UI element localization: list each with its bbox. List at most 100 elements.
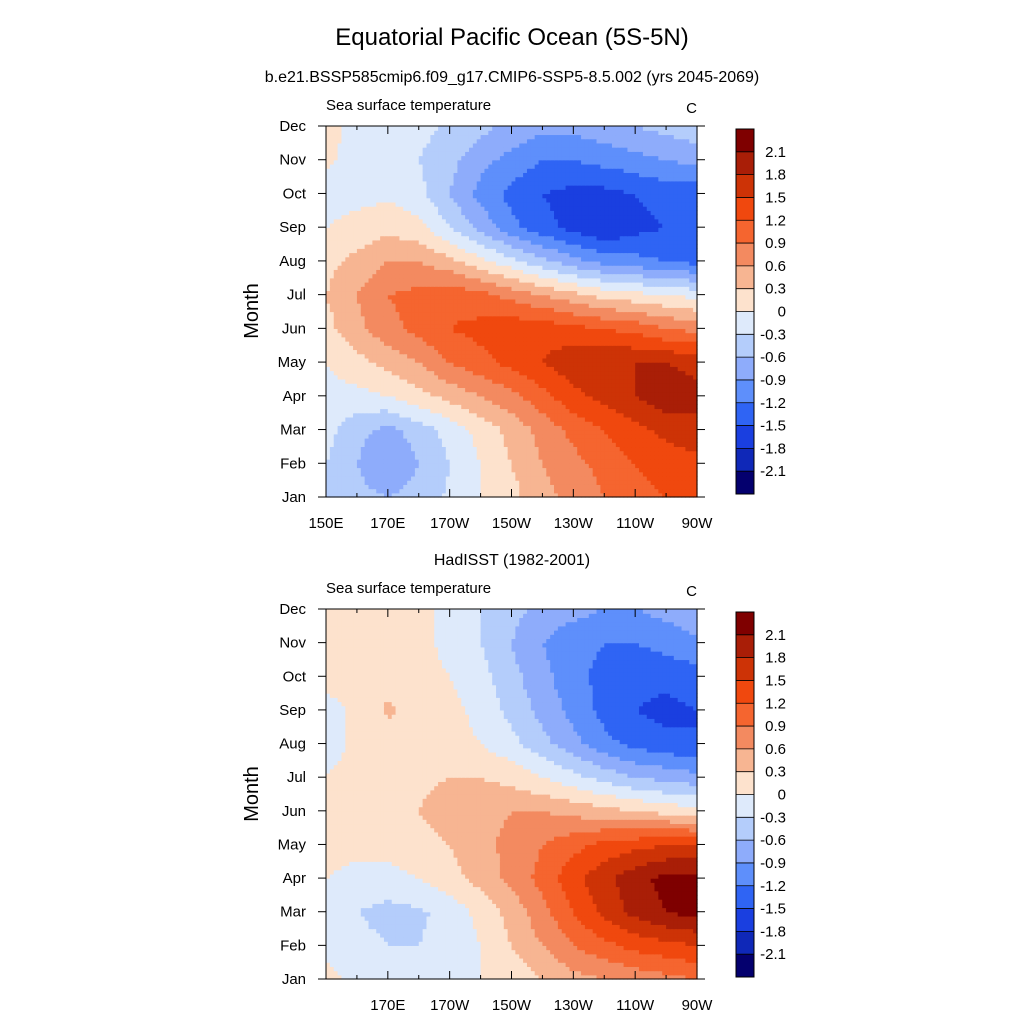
heatmap-cell [445, 471, 451, 477]
heatmap-cell [360, 484, 366, 490]
heatmap-cell [360, 362, 366, 367]
heatmap-cell [573, 488, 578, 494]
heatmap-cell [476, 328, 482, 334]
heatmap-cell [584, 303, 590, 308]
heatmap-cell [403, 459, 408, 464]
heatmap-cell [353, 315, 358, 321]
heatmap-cell [608, 298, 613, 304]
heatmap-cell [642, 437, 648, 443]
heatmap-cell [364, 463, 370, 469]
heatmap-cell [438, 362, 443, 367]
heatmap-cell [364, 336, 370, 342]
heatmap-cell [418, 463, 424, 469]
heatmap-cell [445, 328, 451, 334]
heatmap-cell [426, 425, 431, 431]
heatmap-cell [407, 471, 412, 477]
heatmap-cell [418, 332, 424, 338]
heatmap-cell [349, 484, 354, 490]
heatmap-cell [387, 328, 393, 334]
heatmap-cell [677, 412, 683, 418]
heatmap-cell [588, 341, 594, 346]
heatmap-cell [596, 475, 601, 481]
heatmap-cell [418, 374, 424, 380]
heatmap-cell [349, 429, 354, 435]
heatmap-cell [445, 421, 451, 426]
heatmap-cell [650, 349, 656, 355]
heatmap-cell [430, 345, 435, 351]
heatmap-cell [526, 298, 532, 304]
heatmap-cell [519, 429, 524, 435]
heatmap-cell [360, 425, 366, 431]
heatmap-cell [623, 480, 629, 485]
heatmap-cell [565, 341, 571, 346]
heatmap-cell [422, 429, 428, 435]
heatmap-cell [542, 475, 547, 481]
heatmap-cell [600, 341, 605, 346]
heatmap-cell [380, 286, 385, 292]
heatmap-cell [611, 459, 617, 464]
heatmap-cell [534, 437, 540, 443]
heatmap-cell [468, 281, 474, 287]
heatmap-cell [557, 277, 563, 283]
heatmap-cell [372, 475, 377, 481]
heatmap-cell [461, 488, 466, 494]
heatmap-cell [488, 471, 493, 477]
heatmap-cell [669, 341, 675, 346]
heatmap-cell [523, 281, 528, 287]
heatmap-cell [449, 387, 455, 393]
heatmap-cell [550, 416, 555, 422]
heatmap-cell [480, 475, 486, 481]
heatmap-cell [430, 277, 435, 283]
heatmap-cell [364, 281, 370, 287]
heatmap-cell [666, 408, 671, 414]
heatmap-cell [403, 294, 408, 300]
heatmap-cell [461, 454, 466, 460]
heatmap-cell [380, 341, 385, 346]
heatmap-cell [353, 400, 358, 405]
heatmap-cell [488, 463, 493, 469]
heatmap-cell [503, 395, 509, 401]
heatmap-cell [538, 307, 544, 313]
heatmap-cell [476, 437, 482, 443]
heatmap-cell [418, 459, 424, 464]
heatmap-cell [407, 442, 412, 448]
heatmap-cell [573, 480, 578, 485]
heatmap-cell [669, 294, 675, 300]
heatmap-cell [329, 429, 335, 435]
heatmap-cell [565, 311, 571, 317]
heatmap-cell [565, 290, 571, 296]
heatmap-cell [515, 370, 520, 376]
heatmap-cell [577, 366, 582, 372]
heatmap-cell [519, 454, 524, 460]
heatmap-cell [523, 480, 528, 485]
heatmap-cell [383, 315, 389, 321]
heatmap-cell [372, 319, 377, 325]
heatmap-cell [608, 286, 613, 292]
heatmap-cell [387, 475, 393, 481]
heatmap-cell [434, 349, 439, 355]
heatmap-cell [592, 387, 598, 393]
heatmap-cell [658, 374, 663, 380]
heatmap-cell [511, 286, 516, 292]
heatmap-cell [414, 442, 420, 448]
heatmap-cell [542, 341, 547, 346]
heatmap-cell [573, 353, 578, 359]
heatmap-cell [434, 454, 439, 460]
heatmap-cell [426, 383, 431, 388]
heatmap-cell [507, 290, 513, 296]
heatmap-cell [499, 294, 505, 300]
heatmap-cell [395, 319, 401, 325]
heatmap-cell [403, 387, 408, 393]
heatmap-cell [337, 336, 343, 342]
heatmap-cell [403, 433, 408, 439]
heatmap-cell [480, 353, 486, 359]
heatmap-cell [689, 437, 694, 443]
heatmap-cell [438, 450, 443, 456]
heatmap-cell [627, 345, 632, 351]
heatmap-cell [546, 404, 551, 410]
heatmap-cell [654, 303, 659, 308]
heatmap-cell [561, 349, 567, 355]
heatmap-cell [515, 383, 520, 388]
heatmap-cell [426, 341, 431, 346]
heatmap-cell [461, 425, 466, 431]
